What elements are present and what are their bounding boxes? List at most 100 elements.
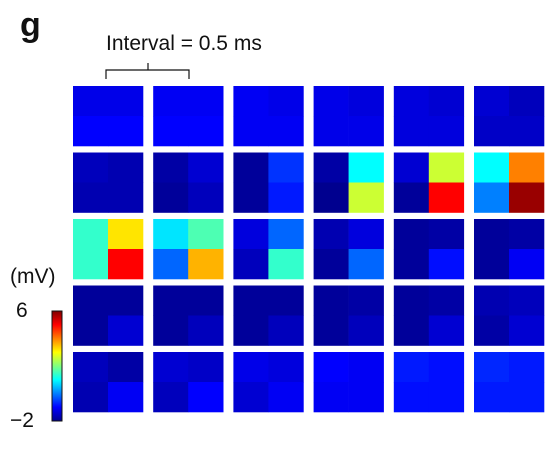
- heatmap-frame: [73, 352, 143, 412]
- heatmap-cell: [394, 316, 429, 346]
- heatmap-cell: [268, 316, 303, 346]
- heatmap-cell: [108, 249, 143, 279]
- heatmap-cell: [429, 219, 464, 249]
- heatmap-cell: [268, 352, 303, 382]
- heatmap-cell: [394, 183, 429, 213]
- heatmap-cell: [394, 153, 429, 183]
- heatmap-cell: [474, 286, 509, 316]
- heatmap-cell: [509, 286, 544, 316]
- heatmap-cell: [268, 153, 303, 183]
- heatmap-cell: [429, 316, 464, 346]
- heatmap-cell: [509, 153, 544, 183]
- heatmap-frame: [314, 153, 384, 213]
- heatmap-cell: [268, 286, 303, 316]
- heatmap-cell: [394, 352, 429, 382]
- heatmap-cell: [429, 86, 464, 116]
- heatmap-cell: [188, 249, 223, 279]
- heatmap-cell: [394, 382, 429, 412]
- heatmap-cell: [314, 183, 349, 213]
- heatmap-frame: [394, 153, 464, 213]
- heatmap-cell: [509, 316, 544, 346]
- heatmap-cell: [108, 352, 143, 382]
- heatmap-cell: [314, 352, 349, 382]
- heatmap-cell: [314, 316, 349, 346]
- heatmap-cell: [188, 153, 223, 183]
- heatmap-frame: [233, 86, 303, 146]
- scale-bar: [106, 63, 189, 79]
- heatmap-cell: [73, 249, 108, 279]
- heatmap-frame: [73, 219, 143, 279]
- heatmap-cell: [188, 316, 223, 346]
- heatmap-cell: [349, 382, 384, 412]
- heatmap-cell: [108, 116, 143, 146]
- heatmap-cell: [509, 249, 544, 279]
- heatmap-frame: [314, 86, 384, 146]
- heatmap-cell: [188, 183, 223, 213]
- heatmap-cell: [108, 286, 143, 316]
- heatmap-cell: [349, 316, 384, 346]
- heatmap-cell: [108, 86, 143, 116]
- heatmap-frame: [314, 219, 384, 279]
- heatmap-cell: [474, 219, 509, 249]
- heatmap-cell: [509, 382, 544, 412]
- heatmap-cell: [188, 382, 223, 412]
- heatmap-cell: [73, 116, 108, 146]
- heatmap-frame: [394, 219, 464, 279]
- heatmap-frame: [73, 153, 143, 213]
- heatmap-cell: [314, 86, 349, 116]
- heatmap-cell: [108, 183, 143, 213]
- heatmap-cell: [314, 153, 349, 183]
- heatmap-frame: [153, 86, 223, 146]
- heatmap-frame: [73, 286, 143, 346]
- heatmap-cell: [314, 219, 349, 249]
- heatmap-cell: [188, 219, 223, 249]
- heatmap-frame: [233, 219, 303, 279]
- heatmap-cell: [268, 382, 303, 412]
- heatmap-cell: [233, 86, 268, 116]
- heatmap-cell: [73, 153, 108, 183]
- heatmap-cell: [233, 116, 268, 146]
- heatmap-frame: [314, 352, 384, 412]
- heatmap-cell: [509, 183, 544, 213]
- heatmap-cell: [153, 86, 188, 116]
- heatmap-cell: [349, 183, 384, 213]
- heatmap-cell: [73, 219, 108, 249]
- heatmap-cell: [233, 249, 268, 279]
- heatmap-cell: [509, 86, 544, 116]
- heatmap-cell: [509, 352, 544, 382]
- heatmap-cell: [429, 183, 464, 213]
- heatmap-frame: [474, 153, 544, 213]
- heatmap-frame: [233, 352, 303, 412]
- heatmap-frame: [153, 219, 223, 279]
- heatmap-cell: [349, 219, 384, 249]
- heatmap-cell: [153, 249, 188, 279]
- heatmap-frame: [394, 286, 464, 346]
- heatmap-cell: [429, 153, 464, 183]
- heatmap-cell: [314, 116, 349, 146]
- heatmap-frame: [474, 352, 544, 412]
- heatmap-frame: [73, 86, 143, 146]
- heatmap-frame: [233, 153, 303, 213]
- heatmap-cell: [314, 382, 349, 412]
- heatmap-frame: [233, 286, 303, 346]
- heatmap-frame: [153, 352, 223, 412]
- heatmap-cell: [233, 153, 268, 183]
- heatmap-cell: [349, 249, 384, 279]
- heatmap-frame: [153, 286, 223, 346]
- heatmap-cell: [429, 352, 464, 382]
- heatmap-cell: [474, 86, 509, 116]
- heatmap-cell: [474, 249, 509, 279]
- heatmap-cell: [233, 382, 268, 412]
- heatmap-cell: [188, 116, 223, 146]
- heatmap-cell: [108, 316, 143, 346]
- heatmap-cell: [268, 219, 303, 249]
- heatmap-cell: [73, 352, 108, 382]
- heatmap-cell: [233, 352, 268, 382]
- heatmap-cell: [394, 286, 429, 316]
- heatmap-cell: [268, 249, 303, 279]
- heatmap-cell: [268, 116, 303, 146]
- heatmap-cell: [73, 382, 108, 412]
- heatmap-cell: [153, 286, 188, 316]
- heatmap-cell: [474, 183, 509, 213]
- heatmap-cell: [108, 382, 143, 412]
